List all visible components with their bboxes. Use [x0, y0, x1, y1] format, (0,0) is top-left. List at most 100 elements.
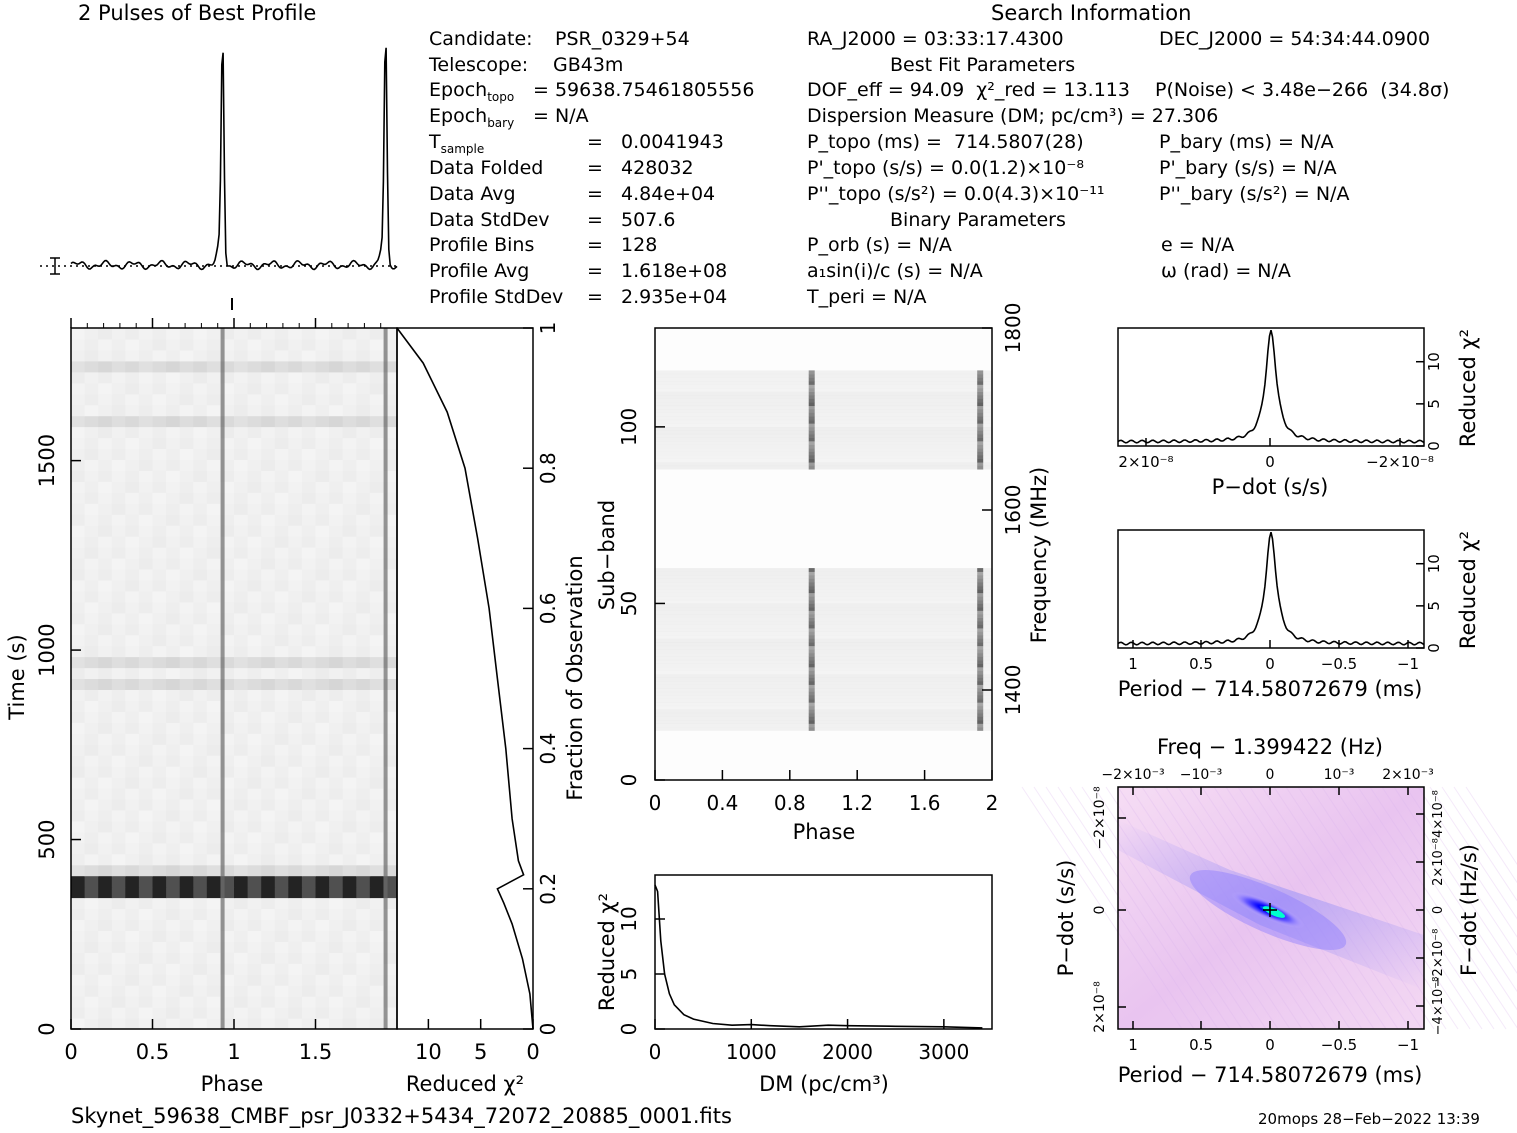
time-phase-cell — [247, 590, 262, 603]
subband-row — [655, 709, 992, 714]
time-phase-cell — [356, 919, 371, 931]
time-phase-cell — [84, 689, 99, 701]
subband-row — [655, 617, 992, 622]
subband-row — [655, 589, 992, 594]
time-phase-cell — [179, 788, 194, 800]
time-phase-cell — [179, 360, 194, 373]
subband-row — [655, 688, 992, 693]
time-phase-cell — [138, 492, 153, 504]
time-phase-cell — [138, 514, 153, 526]
time-phase-cell — [342, 930, 357, 942]
subband-pulse — [808, 677, 815, 682]
time-phase-cell — [342, 733, 357, 745]
time-phase-cell — [71, 360, 86, 373]
data-stddev-label: Data StdDev — [429, 209, 550, 231]
time-phase-cell — [274, 722, 289, 734]
time-phase-cell — [315, 612, 330, 625]
subband-row — [655, 596, 992, 601]
time-phase-cell — [342, 886, 357, 899]
time-phase-cell — [206, 448, 221, 460]
time-phase-cell — [206, 820, 221, 833]
time-phase-cell — [369, 415, 384, 428]
time-phase-cell — [288, 952, 303, 964]
time-phase-cell — [315, 908, 330, 920]
time-phase-cell — [383, 908, 398, 920]
time-phase-cell — [166, 941, 181, 953]
time-phase-cell — [111, 503, 126, 515]
time-phase-cell — [166, 569, 181, 581]
subband-pulse — [977, 698, 984, 703]
time-phase-cell — [206, 831, 221, 844]
time-phase-cell — [138, 963, 153, 975]
time-phase-cell — [193, 974, 208, 986]
time-phase-cell — [315, 558, 330, 570]
time-phase-cell — [356, 831, 371, 844]
time-phase-cell — [274, 470, 289, 482]
time-phase-cell — [342, 426, 357, 439]
time-phase-cell — [166, 558, 181, 570]
time-phase-cell — [206, 733, 221, 745]
candidate-value: PSR_0329+54 — [555, 28, 690, 50]
subband-pulse — [977, 571, 984, 576]
subband-row — [655, 373, 992, 378]
time-phase-cell — [261, 415, 276, 428]
time-phase-xtick-label: 1.5 — [299, 1040, 332, 1064]
time-phase-cell — [301, 1007, 316, 1019]
time-phase-cell — [111, 722, 126, 734]
pulse-column — [383, 328, 388, 1029]
p-pdot-streak — [1465, 786, 1517, 866]
time-phase-cell — [206, 886, 221, 899]
time-phase-cell — [166, 1007, 181, 1019]
curve-xtick-label: −2×10⁻⁸ — [1366, 453, 1434, 471]
time-phase-cell — [71, 919, 86, 931]
time-phase-cell — [329, 963, 344, 975]
time-phase-cell — [138, 404, 153, 417]
subband-row — [655, 388, 992, 392]
time-phase-cell — [261, 700, 276, 712]
time-phase-cell — [301, 415, 316, 428]
time-phase-cell — [261, 590, 276, 603]
time-phase-cell — [234, 1007, 249, 1019]
time-phase-cell — [369, 579, 384, 592]
time-phase-cell — [193, 963, 208, 975]
time-phase-cell — [71, 941, 86, 953]
subband-pulse — [977, 578, 984, 583]
time-phase-cell — [111, 799, 126, 811]
time-phase-cell — [274, 755, 289, 767]
subband-pulse — [977, 716, 984, 721]
time-phase-cell — [247, 897, 262, 910]
time-phase-cell — [356, 985, 371, 997]
time-phase-cell — [247, 437, 262, 449]
time-phase-cell — [356, 941, 371, 953]
subband-pulse — [977, 691, 984, 696]
time-phase-cell — [261, 766, 276, 778]
time-phase-cell — [369, 547, 384, 559]
subband-pulse — [808, 705, 815, 710]
time-phase-cell — [220, 952, 235, 964]
time-phase-cell — [261, 503, 276, 515]
profile-line — [70, 47, 398, 271]
time-phase-cell — [71, 985, 86, 997]
time-phase-cell — [111, 634, 126, 647]
time-phase-cell — [179, 601, 194, 614]
time-phase-cell — [288, 547, 303, 559]
time-phase-cell — [220, 328, 235, 340]
time-phase-cell — [98, 689, 113, 701]
time-phase-cell — [342, 645, 357, 658]
time-phase-x-label: Phase — [201, 1072, 264, 1096]
subband-pulse — [808, 631, 815, 636]
time-phase-cell — [179, 371, 194, 384]
time-phase-cell — [206, 744, 221, 756]
subband-row — [655, 571, 992, 576]
time-phase-cell — [179, 1007, 194, 1019]
time-phase-cell — [152, 492, 167, 504]
time-phase-cell — [220, 711, 235, 723]
time-phase-cell — [234, 930, 249, 942]
time-phase-cell — [179, 700, 194, 712]
time-phase-cell — [315, 689, 330, 701]
time-phase-cell — [84, 492, 99, 504]
subband-row — [655, 607, 992, 611]
subband-pulse — [977, 575, 984, 580]
time-phase-cell — [71, 700, 86, 712]
